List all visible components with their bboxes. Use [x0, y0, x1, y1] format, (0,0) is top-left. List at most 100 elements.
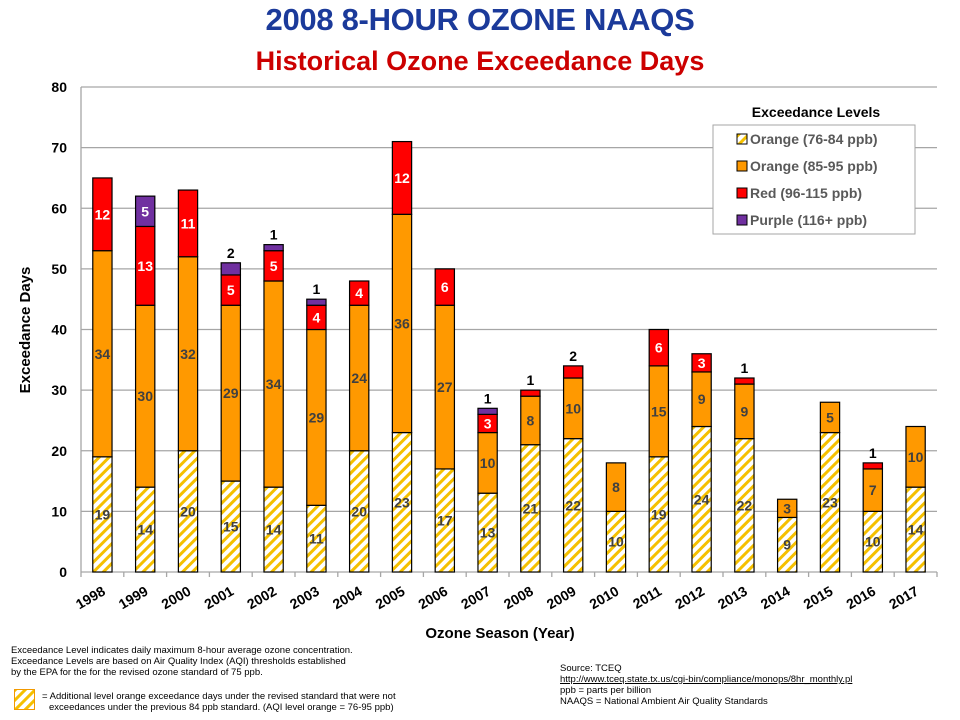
x-tick-label: 2002	[244, 583, 279, 613]
bar-segment-red	[348, 280, 370, 306]
definition-line: Exceedance Level indicates daily maximum…	[11, 645, 353, 656]
bar-value-label: 14	[137, 522, 153, 538]
bar-value-label: 29	[223, 385, 239, 401]
bar-value-label: 13	[480, 525, 496, 541]
legend-title: Exceedance Levels	[752, 104, 881, 120]
x-tick-label: 2016	[843, 583, 878, 613]
bar-value-label: 22	[737, 497, 753, 513]
bar-value-label-above: 1	[270, 227, 278, 243]
source-label: Source: TCEQ	[560, 663, 622, 674]
bar-value-label: 14	[266, 522, 282, 538]
definition-line: by the EPA for the for the revised ozone…	[11, 667, 263, 678]
y-tick-label: 80	[51, 79, 67, 95]
bar-value-label: 3	[698, 355, 706, 371]
bar-value-label-above: 2	[569, 348, 577, 364]
bar-value-label: 10	[565, 400, 581, 416]
bar-value-label: 8	[527, 412, 535, 428]
bar-value-label: 22	[565, 497, 581, 513]
x-tick-label: 2000	[159, 583, 194, 613]
bar-value-label: 10	[865, 534, 881, 550]
definition-note: Exceedance Level indicates daily maximum…	[11, 645, 353, 678]
bar-value-label: 3	[484, 415, 492, 431]
y-tick-label: 50	[51, 261, 67, 277]
x-axis-label: Ozone Season (Year)	[425, 625, 574, 642]
bar-value-label: 5	[141, 203, 149, 219]
value-labels: 1934121430135203211152952143451112941202…	[95, 170, 924, 553]
bar-value-label: 20	[180, 503, 196, 519]
ppb-note: ppb = parts per billion	[560, 685, 652, 696]
bar-segment-red	[691, 353, 712, 373]
bar-value-label: 15	[223, 519, 239, 535]
bar-value-label: 7	[869, 482, 877, 498]
bar-value-label: 8	[612, 479, 620, 495]
bar-value-label: 10	[480, 455, 496, 471]
legend-item-label: Purple (116+ ppb)	[750, 212, 867, 228]
x-tick-label: 2017	[886, 583, 921, 613]
y-tick-label: 10	[51, 503, 67, 519]
x-tick-label: 2005	[373, 583, 408, 613]
bar-value-label-above: 1	[869, 445, 877, 461]
bar-value-label: 23	[394, 494, 410, 510]
bar-segment-red	[434, 268, 456, 306]
bar-segment-red	[92, 177, 113, 252]
bar-value-label: 30	[137, 388, 153, 404]
bar-segment-orange	[605, 462, 627, 512]
x-tick-label: 2003	[287, 583, 322, 613]
bar-segment-purple	[477, 407, 498, 415]
x-tick-label: 2014	[758, 583, 793, 613]
source-link[interactable]: http://www.tceq.state.tx.us/cgi-bin/comp…	[560, 674, 853, 685]
y-tick-label: 40	[51, 322, 67, 338]
bar-value-label: 19	[651, 506, 667, 522]
x-tick-label: 2006	[415, 583, 450, 613]
bar-value-label: 27	[437, 379, 453, 395]
bar-value-label: 12	[95, 206, 111, 222]
bar-segment-purple	[134, 195, 156, 228]
bar-segment-red	[648, 328, 670, 367]
bar-value-label: 10	[608, 534, 624, 550]
hatch-note-line: exceedances under the previous 84 ppb st…	[49, 702, 394, 713]
bar-value-label: 29	[309, 409, 325, 425]
bar-value-label-above: 1	[484, 390, 492, 406]
x-tick-label: 2001	[201, 583, 236, 613]
bar-segment-red	[734, 377, 755, 385]
bar-value-label-above: 1	[527, 372, 535, 388]
bar-value-label: 6	[441, 279, 449, 295]
bar-value-label: 15	[651, 403, 667, 419]
bar-value-label: 19	[95, 506, 111, 522]
legend: Exceedance Levels Orange (76-84 ppb) Oran…	[712, 104, 916, 235]
bar-value-label: 6	[655, 340, 663, 356]
bar-segment-purple	[306, 298, 327, 306]
bar-value-label: 11	[181, 215, 196, 231]
bar-segment-orange	[819, 401, 841, 434]
bar-value-label: 34	[266, 376, 282, 392]
y-axis-label: Exceedance Days	[17, 267, 34, 394]
y-tick-label: 20	[51, 443, 67, 459]
x-tick-label: 2008	[501, 583, 536, 613]
x-tick-label: 2004	[330, 583, 365, 613]
legend-swatch-purple	[736, 214, 748, 226]
x-tick-label: 2010	[587, 583, 622, 613]
x-tick-label: 1999	[116, 583, 151, 613]
bar-segment-red	[391, 140, 413, 215]
bar-value-label: 12	[394, 170, 410, 186]
bar-value-label: 36	[394, 315, 410, 331]
bar-value-label: 4	[313, 309, 321, 325]
bar-value-label: 17	[437, 512, 453, 528]
bar-value-label: 13	[137, 258, 153, 274]
bar-value-label: 5	[826, 409, 834, 425]
bar-value-label-above: 1	[741, 360, 749, 376]
bar-value-label: 21	[523, 500, 539, 516]
y-tick-label: 60	[51, 200, 67, 216]
bar-value-label: 24	[351, 370, 367, 386]
bar-segment-purple	[263, 244, 284, 252]
bar-value-label: 23	[822, 494, 838, 510]
naaqs-note: NAAQS = National Ambient Air Quality Sta…	[560, 696, 768, 707]
hatch-note: = Additional level orange exceedance day…	[42, 691, 396, 713]
bar-value-label: 5	[227, 282, 235, 298]
bar-segment-red	[562, 365, 584, 379]
x-tick-label: 2011	[630, 583, 664, 612]
chart-title: 2008 8-HOUR OZONE NAAQS	[265, 2, 695, 37]
x-tick-label: 1998	[73, 583, 108, 613]
x-tick-label: 2015	[801, 583, 836, 613]
